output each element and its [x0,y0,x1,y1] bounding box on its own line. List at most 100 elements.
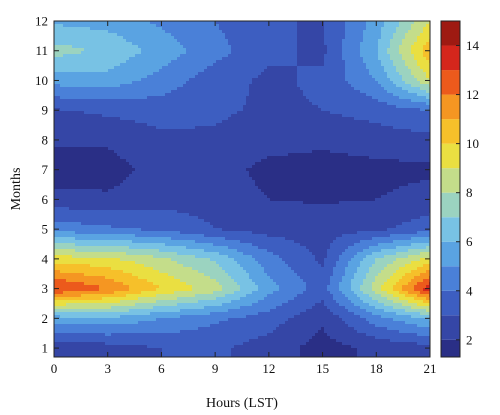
contour-cell [351,117,355,121]
contour-cell [321,81,325,85]
contour-cell [102,84,106,88]
contour-cell [90,117,94,121]
contour-cell [90,24,94,28]
contour-cell [99,42,103,46]
contour-cell [183,123,187,127]
contour-cell [60,33,64,37]
contour-cell [243,111,247,115]
contour-cell [111,27,115,31]
contour-cell [411,66,415,70]
contour-cell [177,66,181,70]
contour-cell [276,84,280,88]
contour-cell [351,96,355,100]
contour-cell [369,108,373,112]
contour-cell [222,108,226,112]
contour-cell [120,24,124,28]
contour-cell [354,63,358,67]
contour-cell [189,78,193,82]
contour-cell [219,111,223,115]
contour-cell [57,114,61,118]
contour-cell [348,45,352,49]
contour-cell [270,57,274,61]
contour-cell [123,117,127,121]
contour-cell [336,45,340,49]
contour-cell [204,120,208,124]
contour-cell [96,108,100,112]
contour-cell [99,111,103,115]
contour-cell [78,27,82,31]
contour-cell [417,30,421,34]
contour-cell [417,99,421,103]
contour-cell [180,120,184,124]
contour-cell [153,120,157,124]
contour-cell [423,51,427,55]
contour-cell [330,78,334,82]
contour-cell [54,33,58,37]
contour-cell [183,66,187,70]
contour-cell [282,105,286,109]
contour-cell [81,36,85,40]
contour-cell [90,36,94,40]
contour-cell [330,126,334,130]
contour-cell [120,33,124,37]
contour-cell [201,117,205,121]
contour-cell [342,132,346,136]
contour-cell [66,21,70,25]
contour-cell [156,135,160,139]
contour-cell [321,120,325,124]
contour-cell [246,39,250,43]
contour-cell [225,78,229,82]
contour-cell [75,96,79,100]
contour-cell [129,72,133,76]
contour-cell [216,21,220,25]
contour-cell [129,27,133,31]
contour-cell [327,99,331,103]
contour-cell [399,42,403,46]
contour-cell [99,81,103,85]
contour-cell [147,129,151,133]
contour-cell [180,93,184,97]
contour-cell [231,78,235,82]
contour-cell [342,63,346,67]
contour-cell [261,87,265,91]
contour-cell [84,48,88,52]
contour-cell [273,96,277,100]
contour-cell [300,39,304,43]
contour-cell [423,36,427,40]
contour-cell [222,48,226,52]
contour-cell [192,90,196,94]
contour-cell [390,54,394,58]
contour-cell [417,66,421,70]
contour-cell [345,45,349,49]
contour-cell [315,57,319,61]
contour-cell [225,120,229,124]
contour-cell [351,33,355,37]
contour-cell [189,87,193,91]
contour-cell [357,57,361,61]
contour-cell [360,96,364,100]
contour-cell [309,57,313,61]
contour-cell [54,27,58,31]
contour-cell [225,111,229,115]
contour-cell [240,96,244,100]
contour-cell [210,78,214,82]
contour-cell [165,102,169,106]
contour-cell [201,21,205,25]
contour-cell [69,99,73,103]
contour-cell [111,105,115,109]
contour-cell [321,72,325,76]
contour-cell [120,123,124,127]
contour-cell [327,132,331,136]
contour-cell [159,93,163,97]
contour-cell [420,39,424,43]
contour-cell [264,42,268,46]
contour-cell [102,111,106,115]
contour-cell [189,63,193,67]
contour-cell [144,93,148,97]
contour-cell [396,90,400,94]
contour-cell [300,27,304,31]
contour-cell [252,96,256,100]
contour-cell [321,132,325,136]
contour-cell [357,69,361,73]
contour-cell [252,105,256,109]
